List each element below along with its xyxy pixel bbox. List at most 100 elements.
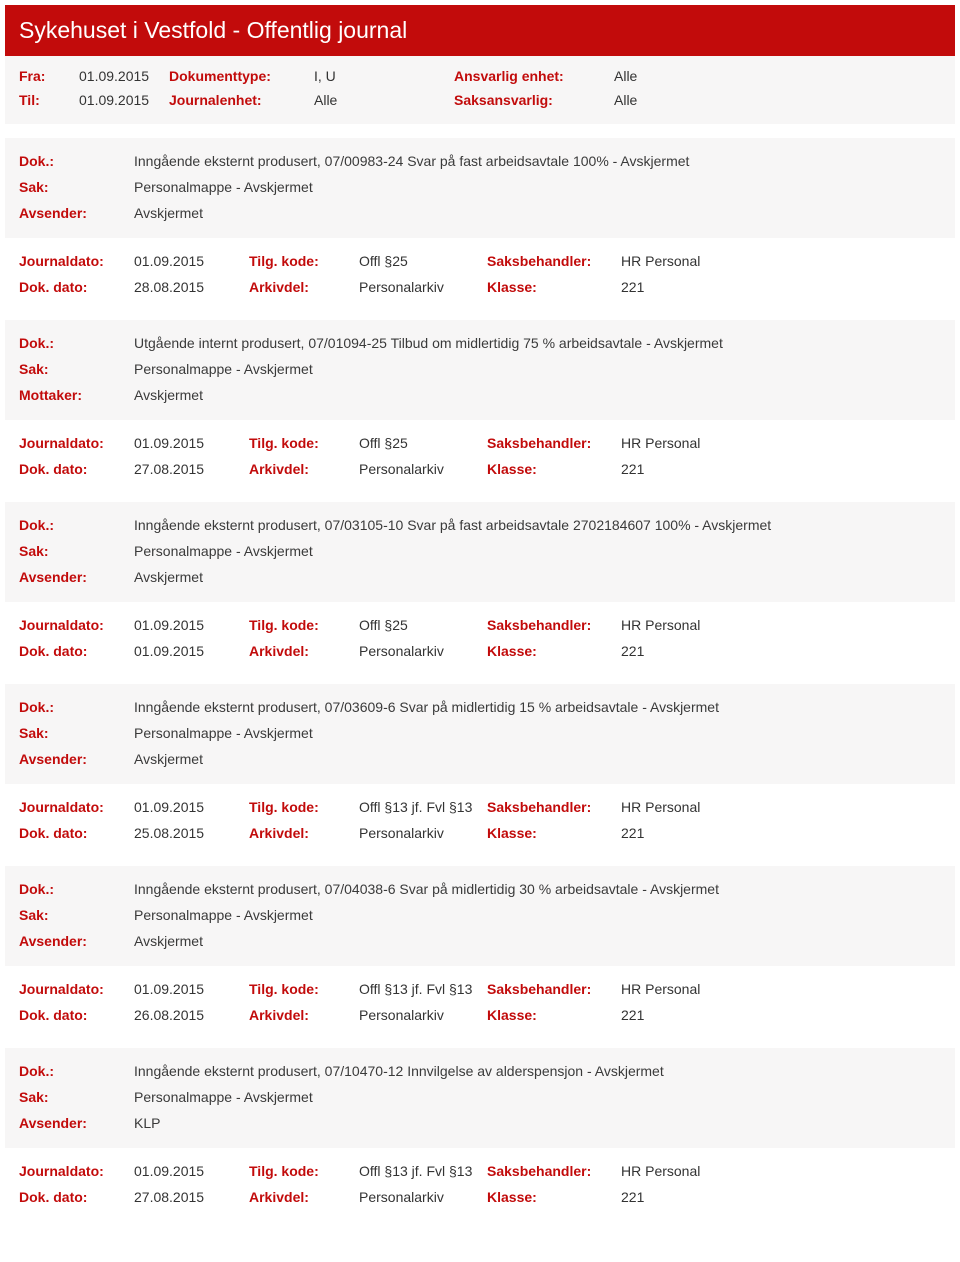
entry-header: Dok.: Utgående internt produsert, 07/010… [5, 320, 955, 420]
sak-row: Sak: Personalmappe - Avskjermet [19, 902, 941, 928]
party-value: Avskjermet [134, 387, 941, 403]
tilgkode-label: Tilg. kode: [249, 799, 359, 815]
arkivdel-label: Arkivdel: [249, 1189, 359, 1205]
saksbehandler-label: Saksbehandler: [487, 981, 621, 997]
klasse-label: Klasse: [487, 279, 621, 295]
dokdato-label: Dok. dato: [19, 279, 134, 295]
party-row: Avsender: KLP [19, 1110, 941, 1136]
journal-entry: Dok.: Inngående eksternt produsert, 07/0… [5, 684, 955, 852]
sak-row: Sak: Personalmappe - Avskjermet [19, 1084, 941, 1110]
tilgkode-value: Offl §25 [359, 253, 487, 269]
sak-label: Sak: [19, 543, 134, 559]
dok-label: Dok.: [19, 699, 134, 715]
dokdato-value: 27.08.2015 [134, 1189, 249, 1205]
header-row-2: Til: 01.09.2015 Journalenhet: Alle Saksa… [19, 88, 941, 112]
party-label: Avsender: [19, 751, 134, 767]
sak-value: Personalmappe - Avskjermet [134, 179, 941, 195]
detail-row-1: Journaldato: 01.09.2015 Tilg. kode: Offl… [19, 1158, 941, 1184]
party-label: Avsender: [19, 1115, 134, 1131]
page-title-banner: Sykehuset i Vestfold - Offentlig journal [5, 5, 955, 56]
sak-value: Personalmappe - Avskjermet [134, 1089, 941, 1105]
arkivdel-value: Personalarkiv [359, 643, 487, 659]
detail-row-1: Journaldato: 01.09.2015 Tilg. kode: Offl… [19, 976, 941, 1002]
klasse-value: 221 [621, 461, 941, 477]
dokdato-value: 25.08.2015 [134, 825, 249, 841]
entry-details: Journaldato: 01.09.2015 Tilg. kode: Offl… [5, 1148, 955, 1216]
klasse-label: Klasse: [487, 1007, 621, 1023]
dok-value: Inngående eksternt produsert, 07/03105-1… [134, 517, 941, 533]
arkivdel-label: Arkivdel: [249, 825, 359, 841]
detail-row-2: Dok. dato: 27.08.2015 Arkivdel: Personal… [19, 456, 941, 482]
entry-header: Dok.: Inngående eksternt produsert, 07/0… [5, 502, 955, 602]
klasse-value: 221 [621, 643, 941, 659]
dok-value: Inngående eksternt produsert, 07/03609-6… [134, 699, 941, 715]
saksbehandler-label: Saksbehandler: [487, 435, 621, 451]
tilgkode-label: Tilg. kode: [249, 617, 359, 633]
detail-row-2: Dok. dato: 28.08.2015 Arkivdel: Personal… [19, 274, 941, 300]
dok-value: Utgående internt produsert, 07/01094-25 … [134, 335, 941, 351]
saksbehandler-label: Saksbehandler: [487, 799, 621, 815]
klasse-value: 221 [621, 825, 941, 841]
party-value: Avskjermet [134, 751, 941, 767]
journal-entry: Dok.: Inngående eksternt produsert, 07/1… [5, 1048, 955, 1216]
saksbehandler-label: Saksbehandler: [487, 253, 621, 269]
journaldato-label: Journaldato: [19, 253, 134, 269]
journaldato-value: 01.09.2015 [134, 799, 249, 815]
saksbehandler-value: HR Personal [621, 617, 941, 633]
entry-header: Dok.: Inngående eksternt produsert, 07/0… [5, 684, 955, 784]
journaldato-label: Journaldato: [19, 435, 134, 451]
party-row: Avsender: Avskjermet [19, 928, 941, 954]
dok-row: Dok.: Inngående eksternt produsert, 07/0… [19, 694, 941, 720]
detail-row-1: Journaldato: 01.09.2015 Tilg. kode: Offl… [19, 794, 941, 820]
saksbehandler-label: Saksbehandler: [487, 1163, 621, 1179]
party-value: Avskjermet [134, 205, 941, 221]
party-value: KLP [134, 1115, 941, 1131]
dokdato-label: Dok. dato: [19, 461, 134, 477]
journal-entry: Dok.: Inngående eksternt produsert, 07/0… [5, 138, 955, 306]
dok-label: Dok.: [19, 1063, 134, 1079]
entry-header: Dok.: Inngående eksternt produsert, 07/0… [5, 866, 955, 966]
journaldato-label: Journaldato: [19, 981, 134, 997]
tilgkode-label: Tilg. kode: [249, 1163, 359, 1179]
dok-value: Inngående eksternt produsert, 07/04038-6… [134, 881, 941, 897]
dok-row: Dok.: Inngående eksternt produsert, 07/0… [19, 512, 941, 538]
dok-row: Dok.: Inngående eksternt produsert, 07/0… [19, 876, 941, 902]
party-row: Avsender: Avskjermet [19, 564, 941, 590]
party-value: Avskjermet [134, 569, 941, 585]
sak-label: Sak: [19, 725, 134, 741]
journal-entry: Dok.: Utgående internt produsert, 07/010… [5, 320, 955, 488]
sak-row: Sak: Personalmappe - Avskjermet [19, 174, 941, 200]
dokdato-value: 27.08.2015 [134, 461, 249, 477]
dok-row: Dok.: Inngående eksternt produsert, 07/0… [19, 148, 941, 174]
ansvarlig-label: Ansvarlig enhet: [454, 68, 614, 84]
sak-value: Personalmappe - Avskjermet [134, 907, 941, 923]
dok-row: Dok.: Inngående eksternt produsert, 07/1… [19, 1058, 941, 1084]
party-row: Mottaker: Avskjermet [19, 382, 941, 408]
sak-row: Sak: Personalmappe - Avskjermet [19, 356, 941, 382]
sak-label: Sak: [19, 179, 134, 195]
party-value: Avskjermet [134, 933, 941, 949]
saksbehandler-value: HR Personal [621, 253, 941, 269]
entry-details: Journaldato: 01.09.2015 Tilg. kode: Offl… [5, 238, 955, 306]
header-meta: Fra: 01.09.2015 Dokumenttype: I, U Ansva… [5, 56, 955, 124]
dokdato-value: 01.09.2015 [134, 643, 249, 659]
dok-value: Inngående eksternt produsert, 07/10470-1… [134, 1063, 941, 1079]
arkivdel-value: Personalarkiv [359, 1007, 487, 1023]
detail-row-2: Dok. dato: 01.09.2015 Arkivdel: Personal… [19, 638, 941, 664]
header-row-1: Fra: 01.09.2015 Dokumenttype: I, U Ansva… [19, 64, 941, 88]
arkivdel-label: Arkivdel: [249, 279, 359, 295]
til-value: 01.09.2015 [79, 92, 169, 108]
sak-label: Sak: [19, 361, 134, 377]
entry-details: Journaldato: 01.09.2015 Tilg. kode: Offl… [5, 966, 955, 1034]
sak-value: Personalmappe - Avskjermet [134, 361, 941, 377]
detail-row-1: Journaldato: 01.09.2015 Tilg. kode: Offl… [19, 430, 941, 456]
dok-value: Inngående eksternt produsert, 07/00983-2… [134, 153, 941, 169]
sak-row: Sak: Personalmappe - Avskjermet [19, 720, 941, 746]
klasse-label: Klasse: [487, 643, 621, 659]
tilgkode-value: Offl §13 jf. Fvl §13 [359, 799, 487, 815]
dokdato-value: 26.08.2015 [134, 1007, 249, 1023]
entry-details: Journaldato: 01.09.2015 Tilg. kode: Offl… [5, 420, 955, 488]
saksansvarlig-label: Saksansvarlig: [454, 92, 614, 108]
entry-details: Journaldato: 01.09.2015 Tilg. kode: Offl… [5, 784, 955, 852]
entries-container: Dok.: Inngående eksternt produsert, 07/0… [0, 138, 960, 1216]
